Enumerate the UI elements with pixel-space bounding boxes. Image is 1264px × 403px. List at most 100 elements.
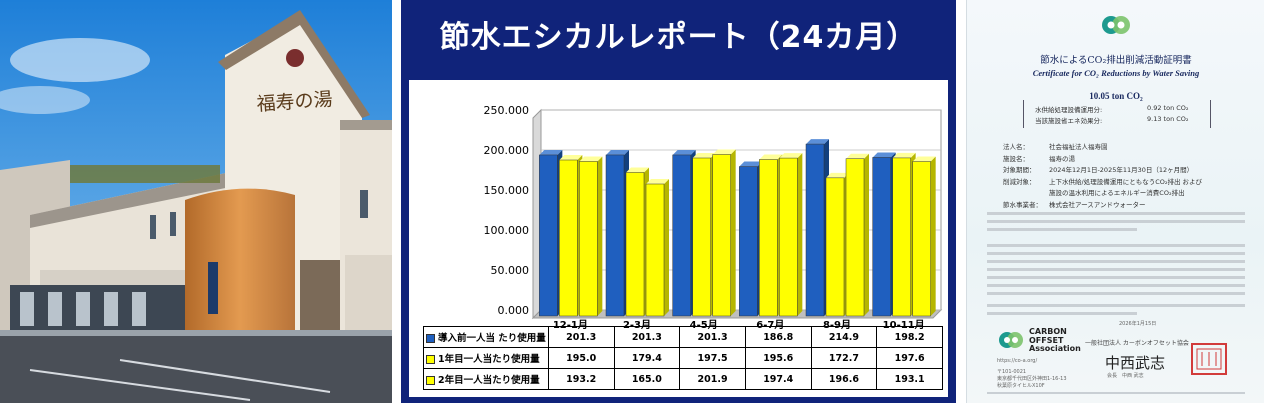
cert-row-value: 施設の温水利用によるエネルギー消費CO₂排出 <box>1049 189 1185 197</box>
body-text-line <box>987 312 1137 315</box>
table-cell: 201.3 <box>679 326 746 348</box>
bar-top <box>626 167 649 173</box>
table-cell: 201.9 <box>679 368 746 390</box>
bar <box>872 157 891 317</box>
legend-swatch <box>426 376 435 385</box>
bar-side <box>797 153 803 316</box>
bar <box>825 177 845 317</box>
org-en-line1: CARBON <box>1029 327 1067 336</box>
table-cell: 198.2 <box>876 326 943 348</box>
bar-top <box>892 152 916 158</box>
legend-series-name: 導入前一人当 たり使用量 <box>438 333 546 344</box>
bar <box>692 157 711 317</box>
panel-title: 節水エシカルレポート（24カ月） <box>439 20 918 55</box>
legend-swatch <box>426 355 435 364</box>
bar <box>645 183 665 317</box>
y-tick-label: 200.000 <box>484 144 530 157</box>
bar-top <box>646 179 669 184</box>
building-photo: 福寿の湯 <box>0 0 392 403</box>
bar-side <box>730 149 736 316</box>
bar-top <box>739 161 763 167</box>
bar-top <box>606 149 629 155</box>
bar-top <box>846 153 869 159</box>
table-row: 導入前一人当 たり使用量 201.3 201.3 201.3 186.8 214.9 198… <box>423 326 943 348</box>
legend-series-name: 1年目一人当たり使用量 <box>438 354 540 365</box>
address-line2: 東京都千代田区外神田1-16-13 <box>997 376 1067 382</box>
cert-issuer: 一般社団法人 カーボンオフセット協会 <box>1085 340 1189 347</box>
bar <box>672 154 691 317</box>
chart-area: 250.000 200.000 150.000 100.000 50.000 0.000 1… <box>409 80 948 397</box>
bar-top <box>692 153 716 158</box>
bar-top <box>806 139 829 145</box>
cert-subtitle: Certificate for CO₂ Reductions by Water … <box>1032 68 1200 78</box>
table-cell: 186.8 <box>744 326 812 348</box>
cert-footnote <box>987 392 1245 394</box>
table-cell: 195.6 <box>744 347 812 369</box>
table-row: 2年目一人当たり使用量 193.2 165.0 201.9 197.4 196.6 193.… <box>423 368 943 390</box>
cert-signer: 会長 中西 武志 <box>1107 373 1144 379</box>
cert-row-key: 削減対象： <box>1003 177 1036 186</box>
cert-row-key: 法人名： <box>1003 143 1029 151</box>
org-en-line2: OFFSET <box>1029 335 1064 345</box>
bar-side <box>664 179 669 316</box>
signature: 中西武志 <box>1105 354 1166 372</box>
address-line1: 〒101-0021 <box>997 369 1027 375</box>
bar-top <box>826 172 849 178</box>
association-logo-icon <box>999 332 1023 348</box>
bar-top <box>779 153 803 159</box>
bar-top <box>712 149 736 155</box>
table-cell: 197.6 <box>876 347 943 369</box>
bar <box>625 172 645 317</box>
bar-side <box>864 153 869 316</box>
cert-row-value: 2024年12月1日-2025年11月30日（12ヶ月間） <box>1049 166 1194 174</box>
bar <box>759 159 778 317</box>
legend-label: 1年目一人当たり使用量 <box>423 347 549 369</box>
chart-panel: 節水エシカルレポート（24カ月） 250.000 200.000 150.000 10… <box>401 0 956 403</box>
cert-row-value: 株式会社アースアンドウォーター <box>1049 200 1146 209</box>
bar <box>779 157 798 317</box>
table-cell: 193.1 <box>876 368 943 390</box>
bar <box>805 143 825 317</box>
y-tick-label: 50.000 <box>491 264 530 277</box>
co-a-logo-icon <box>1102 16 1130 34</box>
building-sign: 福寿の湯 <box>256 88 333 115</box>
seal-stamp-icon <box>1191 343 1227 375</box>
cert-row-key: 対象期間： <box>1003 166 1036 174</box>
body-text-line <box>987 268 1245 271</box>
legend-swatch <box>426 334 435 343</box>
cert-breakdown-box <box>1023 100 1211 128</box>
cert-row-key: 施設名： <box>1003 154 1029 163</box>
y-tick-label: 100.000 <box>484 224 530 237</box>
bar-top <box>912 156 936 162</box>
body-text-line <box>987 212 1245 215</box>
body-text-line <box>987 260 1245 263</box>
table-cell: 193.2 <box>547 368 615 390</box>
association-name-en: CARBON OFFSET Association <box>1029 327 1081 354</box>
building-illustration: 福寿の湯 <box>0 0 392 403</box>
legend-series-name: 2年目一人当たり使用量 <box>438 375 540 386</box>
table-cell: 165.0 <box>613 368 681 390</box>
y-tick-label: 250.000 <box>484 104 530 117</box>
org-en-line3: Association <box>1029 344 1081 353</box>
cert-item2-label: 当該施設省エネ効果分: <box>1035 117 1103 125</box>
cert-date: 2026年1月15日 <box>1119 321 1157 327</box>
legend-label: 2年目一人当たり使用量 <box>423 368 549 390</box>
certificate: 節水によるCO₂排出削減活動証明書 Certificate for CO₂ Re… <box>966 0 1264 403</box>
bar <box>892 157 911 317</box>
bar <box>712 154 731 317</box>
body-text-line <box>987 292 1245 295</box>
body-text-line <box>987 244 1245 247</box>
bar <box>559 159 578 317</box>
bar <box>605 154 625 317</box>
cert-row-key: 節水事業者： <box>1003 200 1042 209</box>
table-cell: 195.0 <box>547 347 615 369</box>
legend-label: 導入前一人当 たり使用量 <box>423 326 549 348</box>
association-url: https://co-a.org/ <box>997 358 1038 364</box>
bar-side <box>597 156 603 316</box>
table-cell: 201.3 <box>613 326 681 348</box>
bar-top <box>579 156 603 162</box>
body-text-line <box>987 284 1245 287</box>
table-cell: 197.4 <box>744 368 812 390</box>
cert-item1-value: 0.92 ton CO₂ <box>1147 104 1189 112</box>
body-text-line <box>987 252 1245 255</box>
